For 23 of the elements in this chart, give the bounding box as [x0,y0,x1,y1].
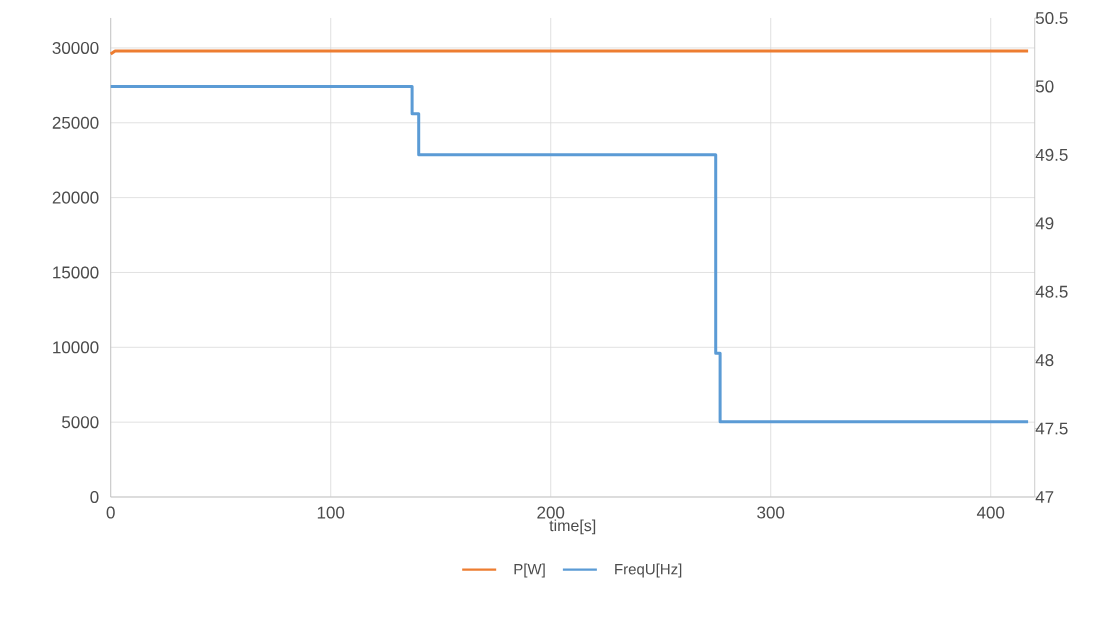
y2-tick-label: 50.5 [1035,11,1068,25]
y-tick-label: 10000 [53,341,99,354]
y-tick-label: 20000 [52,191,99,204]
y2-tick-label: 48 [1035,354,1054,367]
x-tick-label: 300 [757,506,785,519]
y-tick-label: 0 [90,490,99,504]
x-axis-title: time[s] [549,519,596,535]
legend-label: P[W] [514,563,545,578]
x-tick-label: 0 [106,506,115,519]
legend-label: FreqU[Hz] [615,563,682,578]
x-tick-label: 100 [317,506,345,519]
y2-tick-label: 48.5 [1035,285,1068,298]
x-tick-label: 200 [537,506,565,519]
y2-tick-label: 47 [1035,491,1054,503]
y2-tick-label: 49 [1035,217,1054,230]
y-tick-label: 30000 [52,41,99,54]
x-tick-label: 400 [976,506,1005,519]
y2-tick-label: 50 [1035,80,1054,93]
y-tick-label: 15000 [53,266,99,279]
y2-tick-label: 49.5 [1035,148,1068,161]
y-tick-label: 25000 [52,116,99,129]
y2-tick-label: 47.5 [1035,422,1068,435]
y-tick-label: 5000 [62,416,99,429]
